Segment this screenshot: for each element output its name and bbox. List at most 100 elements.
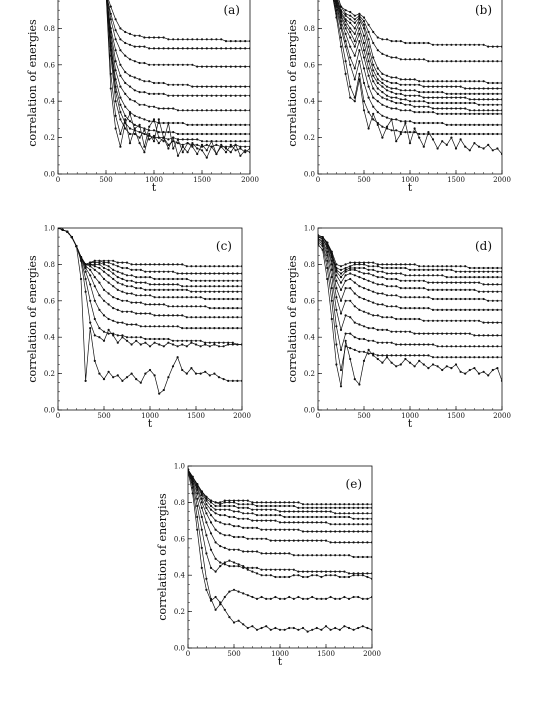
data-point-d-10 [385, 341, 389, 344]
data-point-d-5 [496, 290, 499, 293]
data-point-a-8 [248, 132, 250, 136]
data-point-c-11 [84, 290, 87, 293]
data-point-a-10 [239, 145, 242, 148]
data-point-e-8 [246, 550, 249, 553]
data-point-e-12 [242, 623, 245, 626]
data-point-c-11 [227, 343, 230, 346]
data-point-e-11 [269, 597, 272, 601]
data-point-e-11 [232, 588, 236, 591]
data-point-e-4 [251, 512, 254, 515]
data-point-e-9 [246, 566, 249, 570]
data-point-a-8 [229, 132, 232, 136]
data-point-e-9 [205, 534, 208, 537]
y-axis-title-b: correlation of energies [286, 19, 299, 147]
data-point-b-12 [436, 147, 439, 150]
data-point-c-10 [171, 339, 175, 342]
data-point-e-2 [278, 504, 282, 508]
data-point-e-11 [237, 590, 240, 593]
data-point-e-2 [232, 501, 236, 504]
data-point-d-6 [477, 297, 481, 301]
data-point-d-8 [431, 319, 435, 322]
data-point-e-10 [274, 575, 277, 579]
data-point-b-2 [445, 60, 448, 63]
data-point-d-2 [372, 265, 375, 268]
data-point-b-2 [358, 14, 361, 17]
y-tick-label-c: 0.0 [44, 407, 55, 415]
data-point-d-11 [431, 356, 435, 359]
data-point-c-3 [204, 279, 207, 282]
data-point-e-4 [338, 515, 341, 519]
data-point-a-3 [224, 65, 228, 68]
data-point-a-11 [239, 147, 242, 150]
data-point-e-11 [338, 597, 341, 601]
data-point-c-4 [204, 285, 207, 288]
data-point-a-9 [143, 132, 146, 136]
data-point-e-3 [283, 510, 286, 513]
data-point-e-5 [370, 523, 372, 526]
data-point-d-10 [330, 287, 333, 290]
data-point-b-2 [381, 52, 384, 56]
data-point-a-8 [196, 132, 199, 136]
data-point-c-5 [217, 290, 221, 293]
data-point-c-4 [98, 263, 101, 266]
data-point-e-10 [297, 574, 300, 577]
data-point-d-3 [500, 276, 502, 279]
data-point-b-8 [395, 101, 398, 105]
data-point-a-10 [128, 132, 132, 136]
data-point-c-12 [121, 379, 124, 382]
data-point-e-12 [320, 628, 323, 631]
data-point-d-10 [399, 343, 402, 346]
data-point-e-12 [288, 626, 291, 630]
data-point-e-4 [301, 515, 305, 519]
data-point-a-12 [186, 151, 189, 154]
data-point-e-3 [292, 510, 295, 513]
data-point-c-7 [176, 305, 179, 308]
data-point-d-11 [422, 354, 425, 357]
data-point-b-8 [454, 107, 458, 110]
data-point-b-10 [418, 121, 421, 125]
data-point-e-3 [214, 504, 217, 508]
data-point-b-1 [464, 43, 467, 46]
data-point-d-10 [445, 345, 448, 348]
data-point-d-2 [477, 270, 481, 273]
data-point-e-2 [315, 506, 318, 509]
data-point-c-9 [148, 325, 152, 328]
data-point-a-1 [229, 40, 232, 43]
data-point-c-12 [102, 378, 106, 381]
data-point-a-12 [210, 145, 213, 148]
data-point-d-2 [367, 265, 370, 268]
data-point-a-5 [157, 92, 160, 95]
data-point-b-6 [441, 96, 444, 99]
data-point-b-2 [408, 58, 412, 61]
data-point-e-10 [324, 574, 328, 577]
data-point-d-6 [335, 279, 338, 282]
data-point-b-6 [482, 98, 485, 101]
data-point-a-5 [138, 91, 141, 94]
data-point-e-7 [237, 535, 240, 539]
data-point-c-1 [135, 263, 138, 266]
data-point-b-8 [491, 109, 494, 112]
data-point-c-5 [102, 270, 106, 273]
data-point-c-1 [181, 263, 184, 266]
data-point-c-3 [135, 276, 138, 279]
data-point-e-3 [347, 512, 351, 515]
data-point-b-11 [459, 132, 462, 136]
data-point-b-6 [418, 94, 421, 97]
data-point-c-9 [107, 317, 110, 321]
data-point-d-1 [459, 265, 462, 268]
data-point-e-12 [357, 626, 360, 630]
data-point-a-8 [215, 132, 218, 136]
x-tick-label-e: 0 [186, 650, 190, 658]
data-point-d-9 [344, 314, 347, 317]
data-point-b-8 [344, 32, 347, 36]
data-point-d-10 [431, 343, 435, 346]
data-point-e-1 [329, 503, 332, 506]
data-point-c-11 [125, 339, 129, 342]
data-point-c-11 [181, 343, 184, 346]
data-point-b-10 [500, 123, 502, 126]
data-point-c-1 [227, 265, 230, 268]
data-point-d-9 [395, 330, 398, 333]
data-point-b-1 [454, 43, 458, 46]
data-point-c-5 [231, 290, 234, 293]
data-point-e-7 [214, 528, 217, 531]
